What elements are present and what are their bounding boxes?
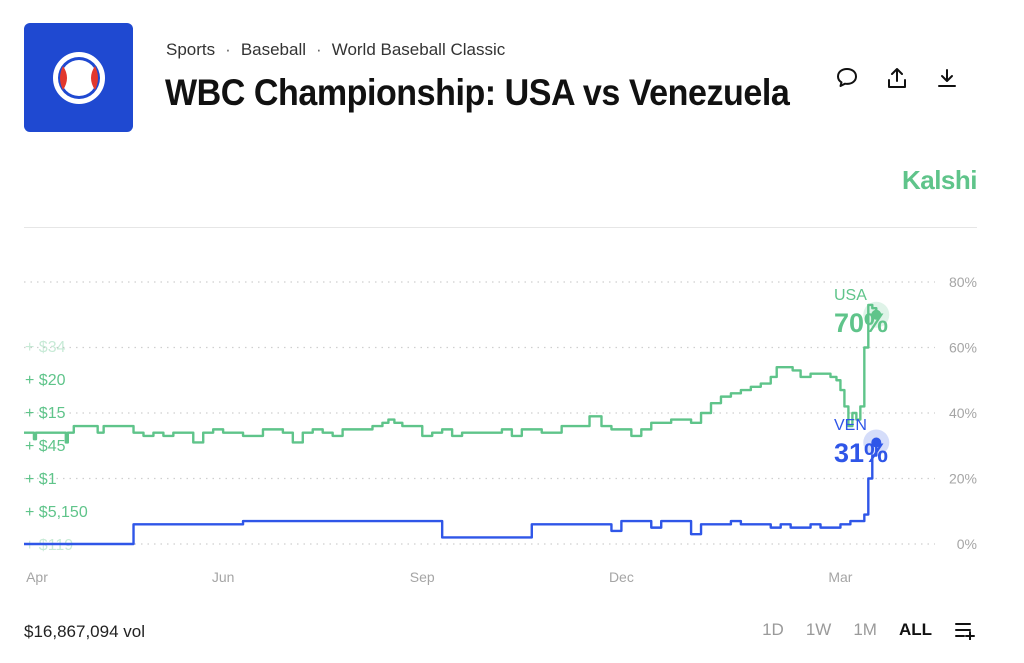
trade-ticker-item: + $5,150 xyxy=(25,504,88,521)
comment-icon xyxy=(837,68,857,87)
header-actions xyxy=(834,64,960,92)
y-tick-label: 0% xyxy=(957,536,977,552)
breadcrumb-separator: · xyxy=(316,40,322,59)
divider xyxy=(24,227,977,228)
y-tick-label: 40% xyxy=(949,405,977,421)
share-icon xyxy=(888,68,906,88)
page-title: WBC Championship: USA vs Venezuela xyxy=(165,72,790,113)
x-tick-label: Jun xyxy=(212,569,235,585)
volume-label: $16,867,094 vol xyxy=(24,622,145,641)
market-logo xyxy=(24,23,133,132)
range-1w[interactable]: 1W xyxy=(805,620,832,639)
comment-button[interactable] xyxy=(834,64,860,92)
trade-ticker-item: + $34 xyxy=(25,339,66,356)
y-tick-label: 60% xyxy=(949,340,977,356)
download-button[interactable] xyxy=(934,64,960,92)
range-1d[interactable]: 1D xyxy=(762,620,784,639)
breadcrumb-wbc[interactable]: World Baseball Classic xyxy=(331,40,506,59)
breadcrumb-separator: · xyxy=(225,40,231,59)
x-tick-label: Apr xyxy=(26,569,48,585)
x-tick-label: Dec xyxy=(609,569,634,585)
breadcrumb-sports[interactable]: Sports xyxy=(166,40,216,59)
series-name-label: USA xyxy=(834,287,867,304)
x-tick-label: Mar xyxy=(828,569,852,585)
trade-ticker-item: + $45 xyxy=(25,438,66,455)
list-add-icon[interactable] xyxy=(954,620,978,640)
series-line-ven xyxy=(24,442,878,546)
x-tick-label: Sep xyxy=(410,569,435,585)
download-icon xyxy=(938,69,956,87)
y-tick-label: 20% xyxy=(949,471,977,487)
series-line-usa xyxy=(24,303,878,444)
series-end-dot xyxy=(871,437,882,448)
trade-ticker-item: + $15 xyxy=(25,405,66,422)
share-button[interactable] xyxy=(884,64,910,92)
baseball-icon xyxy=(52,51,105,104)
trade-ticker-item: + $20 xyxy=(25,372,66,389)
y-tick-label: 80% xyxy=(949,274,977,290)
trade-ticker-item: + $119 xyxy=(25,537,73,554)
series-value-label: 31% xyxy=(834,438,888,468)
brand-logo: Kalshi xyxy=(901,165,978,195)
price-chart[interactable]: 0% 20% 40% 60% 80% Apr Jun Sep Dec Mar + $34 + $20 +… xyxy=(0,240,1024,590)
series-end-dot xyxy=(871,309,882,320)
series-value-label: 70% xyxy=(834,308,888,338)
trade-ticker-item: + $1 xyxy=(25,471,57,488)
series-name-label: VEN xyxy=(834,417,867,434)
range-selector: 1D 1W 1M ALL xyxy=(762,620,978,640)
range-1m[interactable]: 1M xyxy=(853,620,877,639)
range-all[interactable]: ALL xyxy=(898,620,932,639)
breadcrumb-baseball[interactable]: Baseball xyxy=(240,40,307,59)
breadcrumb: Sports · Baseball · World Baseball Classic xyxy=(166,40,505,60)
